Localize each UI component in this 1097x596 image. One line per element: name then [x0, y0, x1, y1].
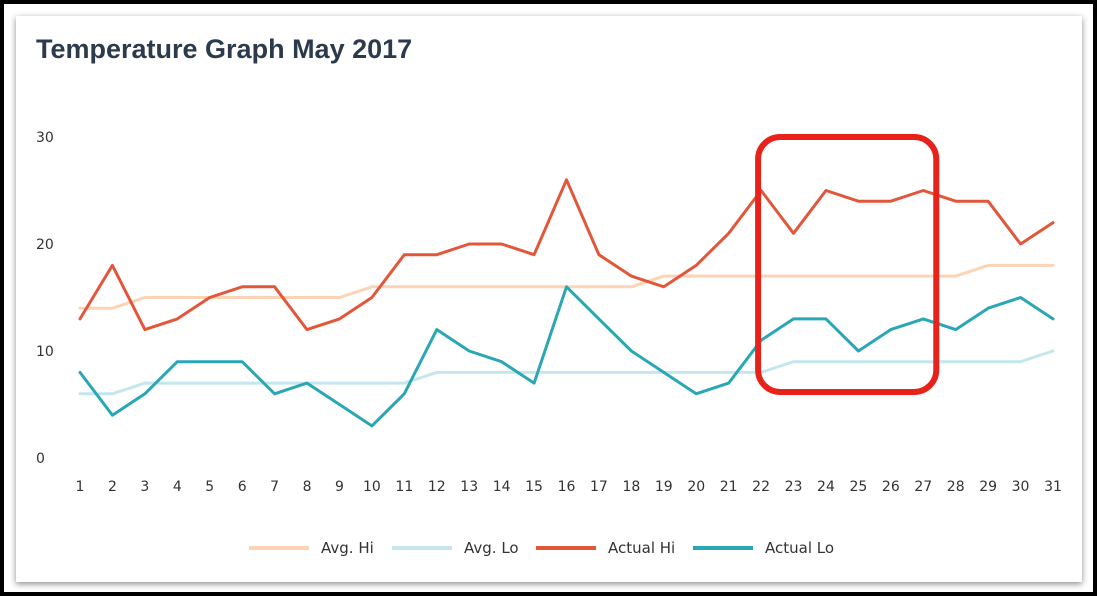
legend: Avg. Hi Avg. Lo Actual Hi Actual Lo [249, 539, 834, 557]
x-tick-label: 1 [76, 479, 85, 495]
series-line-actual-lo [78, 285, 1055, 428]
series-line-avg-lo [78, 349, 1055, 396]
x-tick-label: 9 [335, 479, 344, 495]
x-tick-label: 31 [1044, 479, 1062, 495]
x-tick-label: 26 [882, 479, 900, 495]
x-tick-label: 11 [395, 479, 413, 495]
x-tick-label: 2 [108, 479, 117, 495]
x-tick-label: 21 [720, 479, 738, 495]
y-axis-ticks: 0 10 20 30 [36, 130, 54, 467]
x-tick-label: 23 [785, 479, 803, 495]
x-tick-label: 18 [622, 479, 640, 495]
x-tick-label: 20 [687, 479, 705, 495]
x-tick-label: 15 [525, 479, 543, 495]
x-tick-label: 28 [947, 479, 965, 495]
x-tick-label: 10 [363, 479, 381, 495]
x-tick-label: 25 [849, 479, 867, 495]
series-lines [78, 178, 1055, 428]
x-tick-label: 4 [173, 479, 182, 495]
x-tick-label: 17 [590, 479, 608, 495]
x-tick-label: 13 [460, 479, 478, 495]
x-tick-label: 12 [428, 479, 446, 495]
legend-label: Actual Hi [608, 539, 675, 557]
x-tick-label: 19 [655, 479, 673, 495]
x-tick-label: 16 [558, 479, 576, 495]
x-tick-label: 3 [140, 479, 149, 495]
x-tick-label: 7 [270, 479, 279, 495]
x-tick-label: 14 [493, 479, 511, 495]
x-tick-label: 30 [1012, 479, 1030, 495]
x-tick-label: 8 [303, 479, 312, 495]
series-line-actual-hi [78, 178, 1055, 332]
legend-label: Actual Lo [765, 539, 834, 557]
x-tick-label: 24 [817, 479, 835, 495]
annotation-layer [755, 134, 940, 395]
y-tick-label: 0 [36, 451, 45, 467]
y-tick-label: 10 [36, 344, 54, 360]
y-tick-label: 30 [36, 130, 54, 146]
x-tick-label: 29 [979, 479, 997, 495]
x-tick-label: 22 [752, 479, 770, 495]
x-tick-label: 6 [238, 479, 247, 495]
y-tick-label: 20 [36, 237, 54, 253]
highlight-box [755, 134, 940, 395]
legend-label: Avg. Lo [464, 539, 519, 557]
chart-title: Temperature Graph May 2017 [36, 34, 413, 64]
x-tick-label: 27 [914, 479, 932, 495]
x-tick-label: 5 [205, 479, 214, 495]
x-axis-ticks: 1 2 3 4 5 6 7 8 9 10 11 12 13 14 15 16 17 18 19 20 21 22 23 24 2… [76, 479, 1062, 495]
legend-label: Avg. Hi [321, 539, 374, 557]
